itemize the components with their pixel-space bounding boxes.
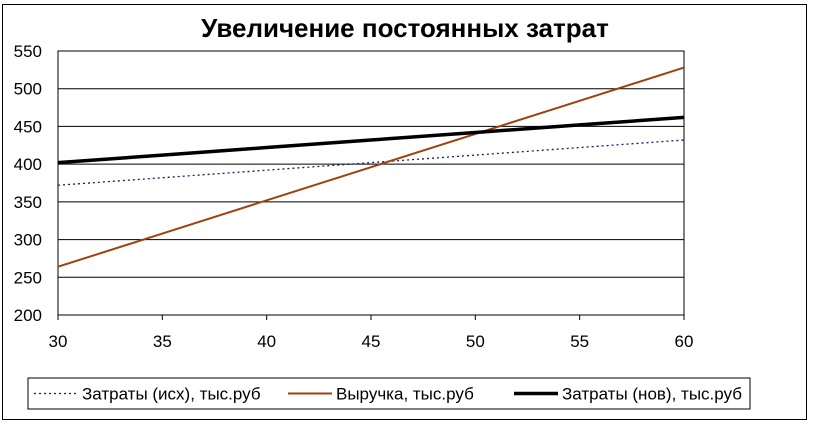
plot-area <box>57 50 685 316</box>
legend-entry-revenue: Выручка, тыс.руб <box>288 385 474 404</box>
series-line-revenue <box>57 66 685 268</box>
grid-lines <box>58 88 684 278</box>
y-tick-label: 450 <box>14 117 42 136</box>
x-tick-label: 40 <box>257 332 276 351</box>
y-tick-label: 300 <box>14 231 42 250</box>
x-tick-label: 30 <box>49 332 68 351</box>
legend-entry-costs-initial: Затраты (исх), тыс.руб <box>34 385 261 404</box>
y-tick-label: 500 <box>14 80 42 99</box>
series-line-costs-new <box>57 115 685 165</box>
chart-title: Увеличение постоянных затрат <box>201 13 609 43</box>
x-tick-label: 35 <box>153 332 172 351</box>
x-axis-ticks: 30 35 40 45 50 55 60 <box>49 315 694 351</box>
legend-box <box>27 377 751 410</box>
y-tick-label: 550 <box>14 42 42 61</box>
y-tick-label: 250 <box>14 268 42 287</box>
legend: Затраты (исх), тыс.руб Выручка, тыс.руб За… <box>27 377 751 410</box>
y-axis-ticks: 200 250 300 350 400 450 500 550 <box>14 42 42 325</box>
legend-label: Затраты (нов), тыс.руб <box>562 385 742 404</box>
series-lines <box>57 66 685 268</box>
x-tick-label: 60 <box>675 332 694 351</box>
x-tick-label: 45 <box>362 332 381 351</box>
chart-frame <box>2 4 807 420</box>
x-tick-label: 50 <box>466 332 485 351</box>
x-tick-label: 55 <box>570 332 589 351</box>
y-tick-label: 350 <box>14 193 42 212</box>
series-line-costs-initial <box>57 139 685 186</box>
y-tick-label: 200 <box>14 306 42 325</box>
y-tick-label: 400 <box>14 155 42 174</box>
legend-label: Затраты (исх), тыс.руб <box>82 385 261 404</box>
legend-label: Выручка, тыс.руб <box>336 385 474 404</box>
legend-entry-costs-new: Затраты (нов), тыс.руб <box>514 385 742 404</box>
